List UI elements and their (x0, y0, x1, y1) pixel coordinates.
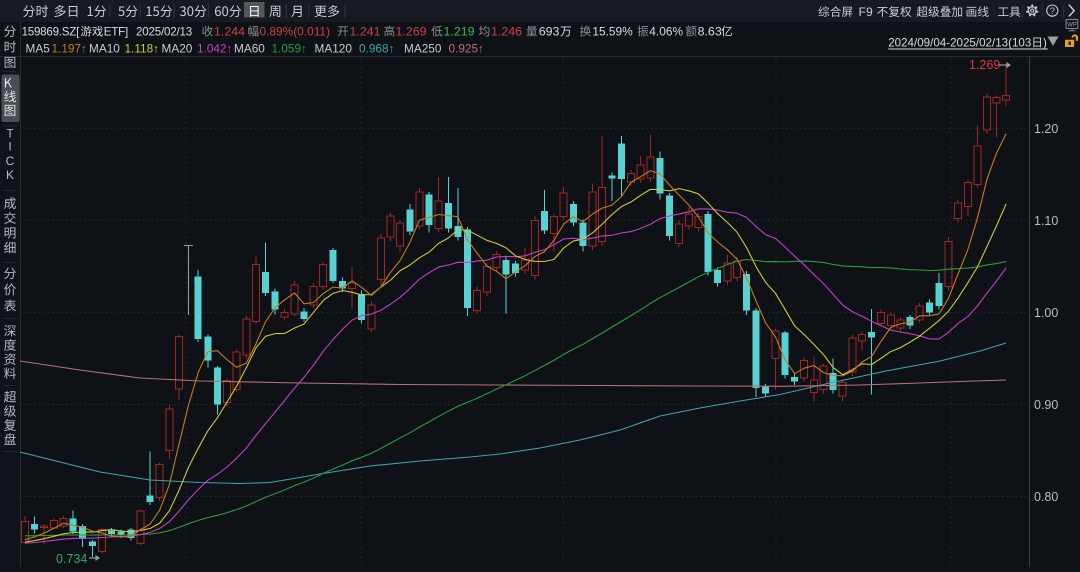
svg-text:2024/09/04-2025/02/13(103: 2024/09/04-2025/02/13(103 (888, 37, 1031, 50)
svg-text:T: T (6, 127, 14, 141)
svg-text:1.00: 1.00 (1034, 306, 1058, 320)
svg-text:1.269: 1.269 (396, 25, 427, 39)
svg-text:): ) (1043, 37, 1047, 50)
svg-text:0.734: 0.734 (56, 552, 87, 566)
svg-text:0.90: 0.90 (1034, 398, 1058, 412)
svg-text:1.197↑: 1.197↑ (52, 42, 87, 56)
svg-text:MA20: MA20 (162, 42, 193, 56)
svg-text:1.269: 1.269 (969, 58, 1000, 72)
svg-text:I: I (8, 140, 11, 154)
svg-text:?: ? (1050, 6, 1055, 17)
svg-text:1.10: 1.10 (1034, 214, 1058, 228)
svg-text:MA60: MA60 (234, 42, 265, 56)
svg-text:MA10: MA10 (89, 42, 120, 56)
svg-text:1.20: 1.20 (1034, 122, 1058, 136)
svg-text:1.059↑: 1.059↑ (272, 42, 307, 56)
svg-text:693: 693 (539, 25, 560, 39)
svg-text:0.968↑: 0.968↑ (359, 42, 394, 56)
svg-text:C: C (6, 154, 15, 168)
svg-text:1.042↑: 1.042↑ (197, 42, 232, 56)
svg-text:1.246: 1.246 (491, 25, 522, 39)
svg-text:4.06%: 4.06% (649, 25, 683, 39)
svg-text:8.63: 8.63 (698, 25, 722, 39)
svg-text:159869.SZ[: 159869.SZ[ (22, 26, 80, 39)
svg-text:2025/02/13: 2025/02/13 (136, 26, 192, 39)
svg-text:0.80: 0.80 (1034, 490, 1058, 504)
svg-text:1.241: 1.241 (350, 25, 381, 39)
svg-text:F9: F9 (859, 5, 873, 19)
svg-text:0.925↑: 0.925↑ (449, 42, 484, 56)
svg-text:K: K (6, 168, 14, 182)
svg-text:MA120: MA120 (315, 42, 353, 56)
svg-text:15.59%: 15.59% (592, 25, 633, 39)
svg-text:1.219: 1.219 (444, 25, 475, 39)
svg-text:MA250: MA250 (404, 42, 442, 56)
svg-text:1.244: 1.244 (214, 25, 245, 39)
svg-text:1.118↑: 1.118↑ (125, 42, 160, 56)
svg-text:WP: WP (1067, 23, 1077, 29)
svg-text:MA5: MA5 (26, 42, 51, 56)
svg-text:0.89%(0.011): 0.89%(0.011) (260, 25, 331, 39)
svg-text:ETF]: ETF] (104, 26, 128, 39)
